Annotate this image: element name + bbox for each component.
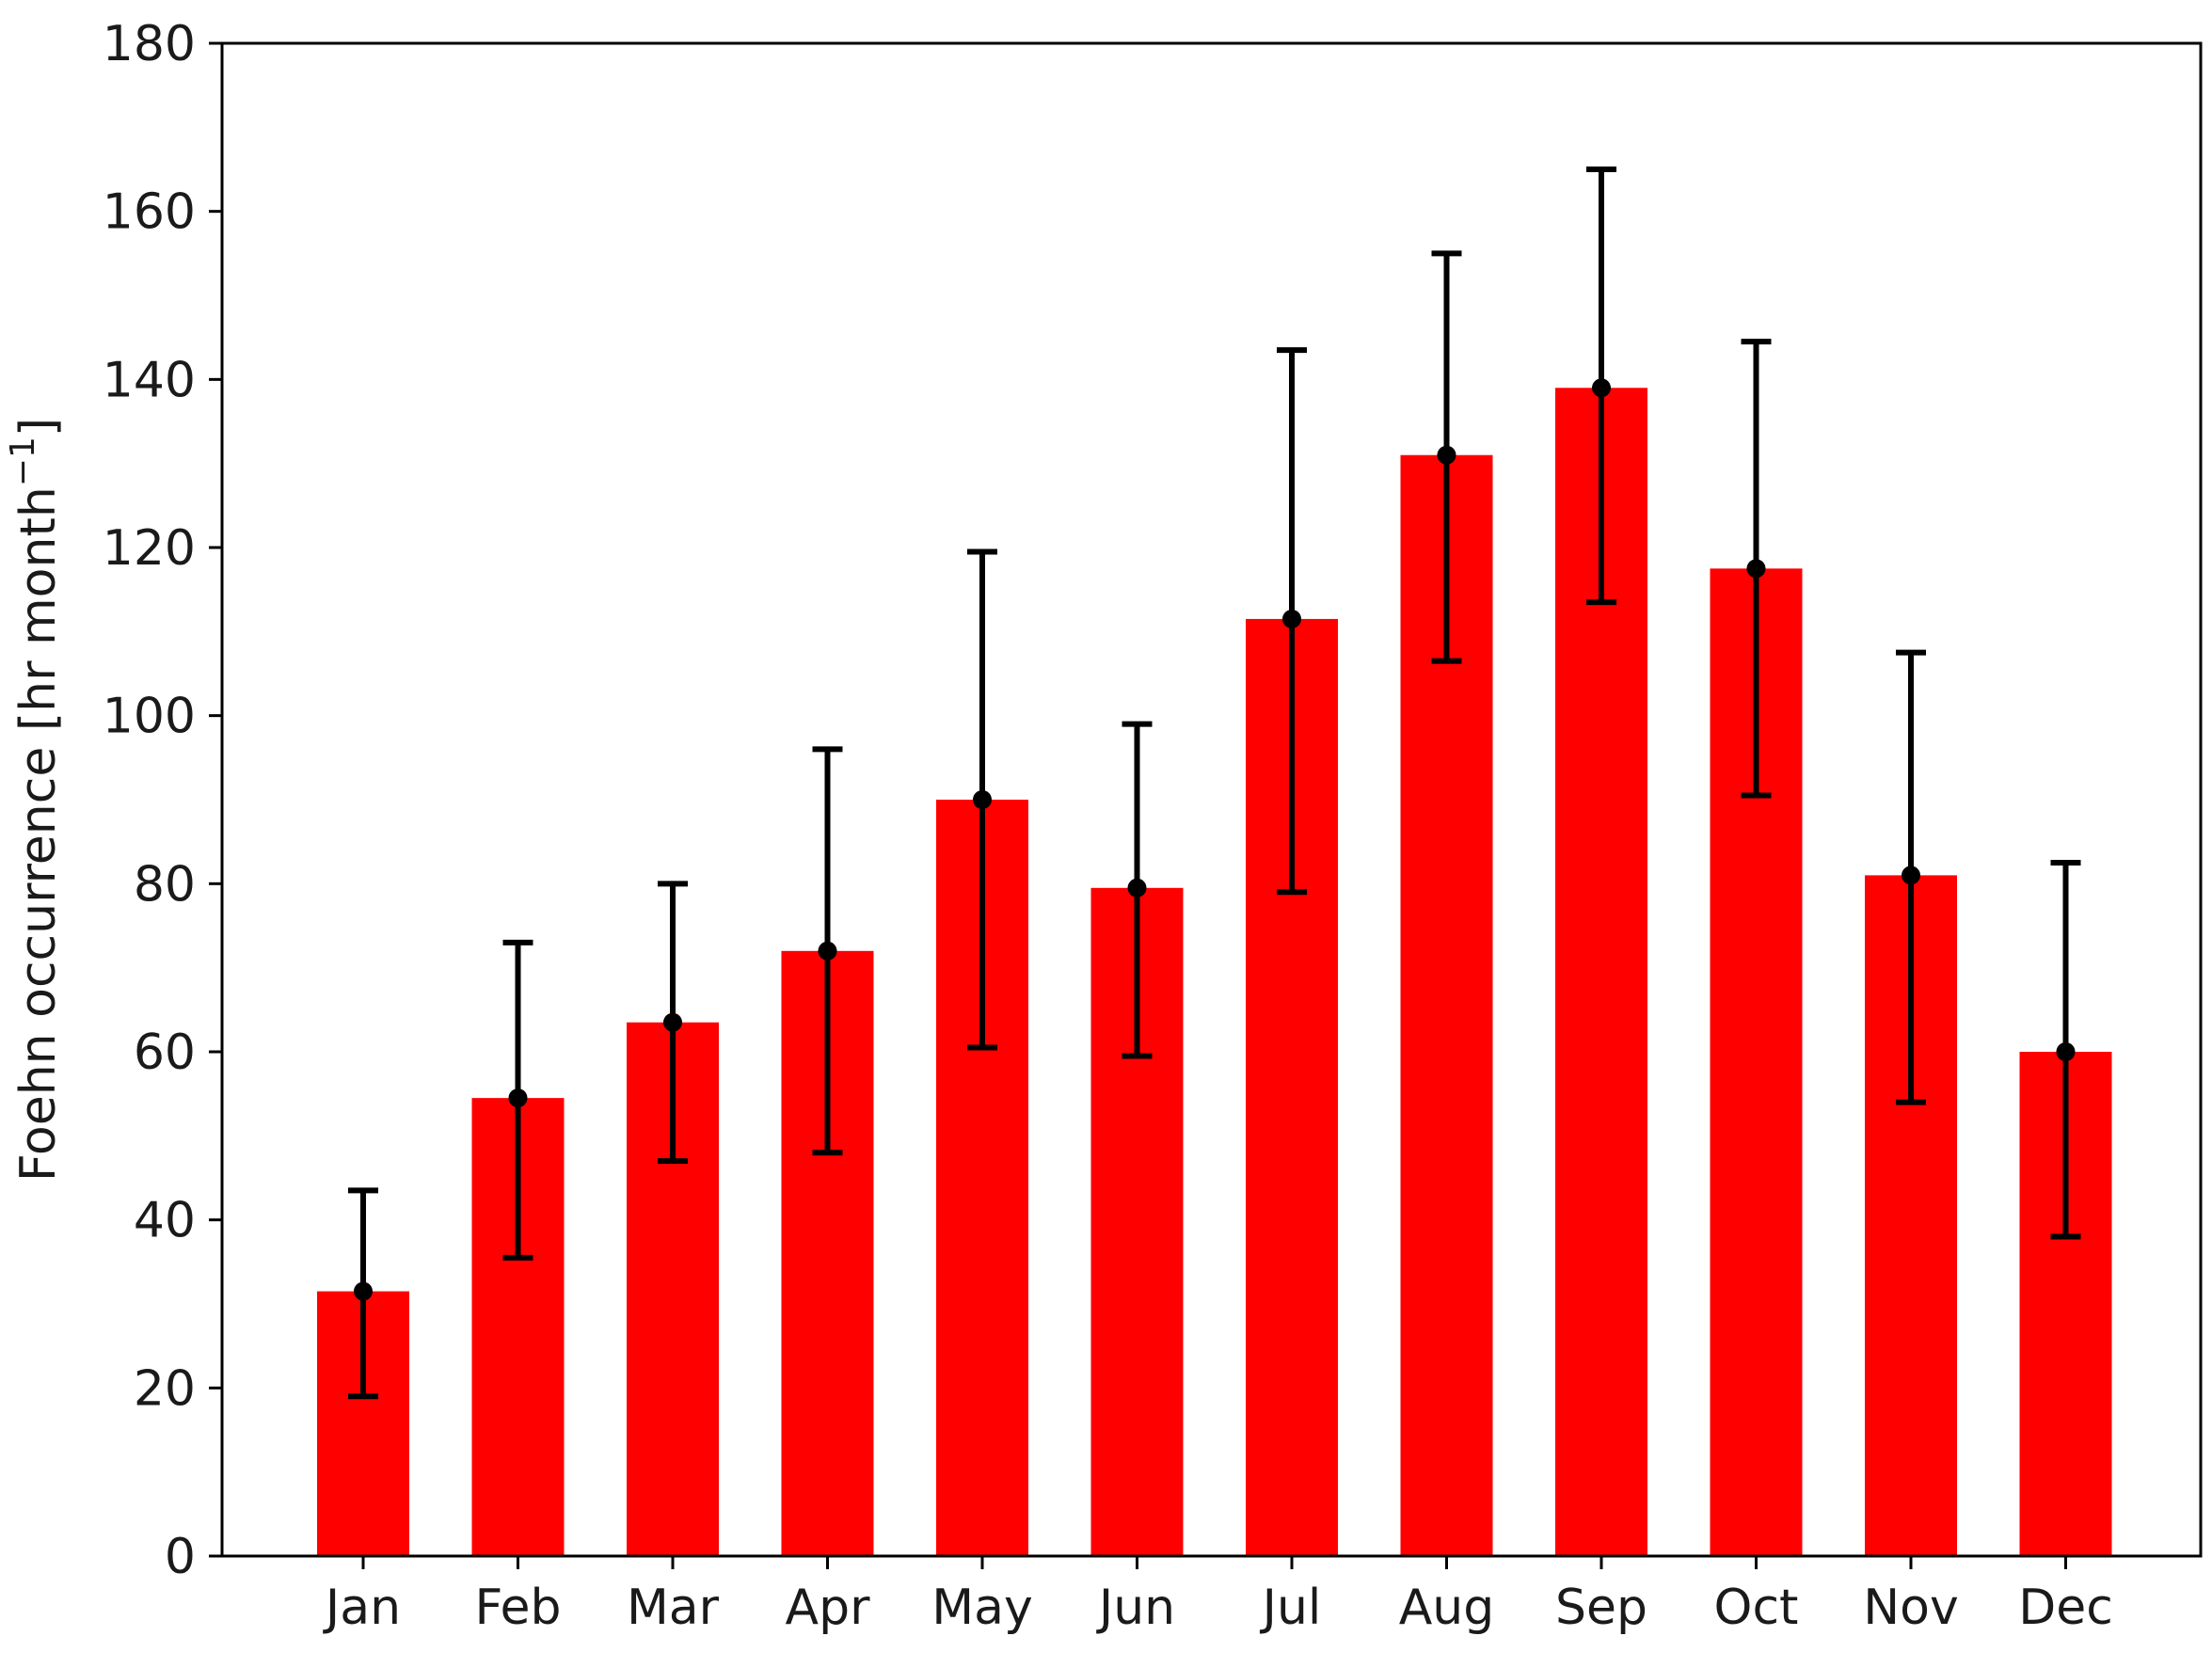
y-tick-label: 100 <box>103 689 196 745</box>
x-tick-label: Sep <box>1555 1580 1647 1636</box>
error-bar-may <box>967 548 997 1051</box>
x-tick-label: Feb <box>474 1580 561 1636</box>
y-tick-label: 40 <box>134 1193 196 1249</box>
x-tick-label: May <box>931 1580 1033 1636</box>
error-bar-aug <box>1431 250 1462 664</box>
y-tick-label: 80 <box>134 856 196 913</box>
mean-marker <box>508 1088 528 1108</box>
y-axis-label-text: Foehn occurrence [hr month <box>10 486 67 1182</box>
x-axis-ticks: Jan Feb Mar Apr May Jun Jul Aug Sep Oct Nov Dec <box>323 1556 2113 1636</box>
y-tick-label: 140 <box>103 352 196 408</box>
x-tick-label: Dec <box>2018 1580 2113 1636</box>
error-bar-oct <box>1741 339 1772 799</box>
mean-marker <box>1282 609 1301 628</box>
mean-marker <box>2056 1042 2076 1061</box>
error-bar-sep <box>1586 167 1616 606</box>
y-axis-label-exponent: −1 <box>4 437 42 486</box>
mean-marker <box>1127 878 1147 898</box>
y-tick-label: 160 <box>103 184 196 241</box>
x-tick-label: Mar <box>627 1580 720 1636</box>
plot-frame <box>220 41 2203 1558</box>
error-bar-jul <box>1277 347 1307 896</box>
bars <box>317 388 2112 1557</box>
mean-marker <box>1746 559 1766 579</box>
y-axis-ticks: 0 20 40 60 80 100 120 140 160 180 <box>103 16 222 1585</box>
x-tick-label: Jan <box>323 1580 401 1636</box>
x-tick-label: Oct <box>1714 1580 1799 1636</box>
mean-marker <box>818 941 837 961</box>
error-bar-nov <box>1896 649 1926 1105</box>
error-bar-jun <box>1122 721 1153 1059</box>
x-tick-label: Apr <box>786 1580 871 1636</box>
mean-marker <box>1902 866 1920 885</box>
y-tick-label: 0 <box>165 1529 196 1585</box>
error-bar-apr <box>812 746 843 1156</box>
axes <box>220 41 2203 1558</box>
mean-marker <box>1592 378 1611 398</box>
error-bars <box>348 167 2081 1400</box>
y-axis-label: Foehn occurrence [hr month−1] <box>4 418 67 1182</box>
x-tick-label: Aug <box>1399 1580 1495 1636</box>
error-bar-jan <box>348 1187 378 1400</box>
error-bar-feb <box>502 939 533 1261</box>
mean-marker <box>354 1281 373 1301</box>
error-bar-mar <box>658 881 688 1165</box>
x-tick-label: Nov <box>1863 1580 1959 1636</box>
mean-marker <box>973 790 992 809</box>
x-tick-label: Jul <box>1260 1580 1322 1636</box>
y-tick-label: 120 <box>103 520 196 577</box>
x-tick-label: Jun <box>1096 1580 1175 1636</box>
y-tick-label: 180 <box>103 16 196 72</box>
mean-marker <box>1437 445 1456 465</box>
y-tick-label: 20 <box>134 1360 196 1417</box>
y-tick-label: 60 <box>134 1025 196 1081</box>
mean-marker <box>663 1012 682 1032</box>
error-bar-dec <box>2050 860 2081 1240</box>
y-axis-label-close: ] <box>10 418 67 437</box>
